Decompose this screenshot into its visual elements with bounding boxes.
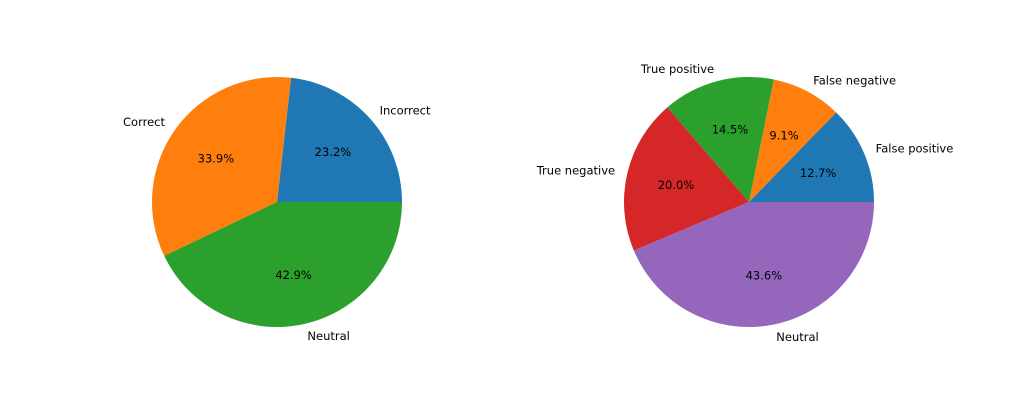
slice-category-label: Neutral (776, 330, 818, 344)
slice-percent-label: 14.5% (712, 122, 749, 136)
slice-percent-label: 42.9% (275, 268, 312, 282)
slice-percent-label: 23.2% (315, 145, 352, 159)
pie-slice-true-positive (667, 76, 774, 202)
slice-category-label: False positive (876, 142, 954, 156)
pie-slice-incorrect (277, 77, 402, 202)
pie-chart-confusion: 12.7% False positive 9.1% False negative 14.… (536, 62, 954, 344)
pie-slice-false-negative (749, 79, 837, 202)
slice-category-label: Incorrect (380, 103, 431, 117)
pie-chart-correctness: 23.2% Incorrect 33.9% Correct 42.9% Neutral (123, 77, 431, 343)
slice-percent-label: 12.7% (800, 166, 837, 180)
pie-slice-correct (151, 77, 292, 256)
slice-category-label: True negative (536, 164, 615, 178)
slice-category-label: True positive (640, 62, 714, 76)
pie-slice-neutral (633, 202, 874, 327)
slice-category-label: Correct (123, 115, 165, 129)
slice-percent-label: 43.6% (746, 269, 783, 283)
slice-percent-label: 9.1% (769, 129, 798, 143)
pie-slice-neutral (164, 202, 402, 328)
pie-slice-true-negative (623, 107, 749, 251)
pie-slice-false-positive (749, 112, 874, 202)
slice-percent-label: 20.0% (658, 178, 695, 192)
slice-percent-label: 33.9% (198, 151, 235, 165)
slice-category-label: False negative (813, 73, 896, 87)
slice-category-label: Neutral (307, 329, 349, 343)
